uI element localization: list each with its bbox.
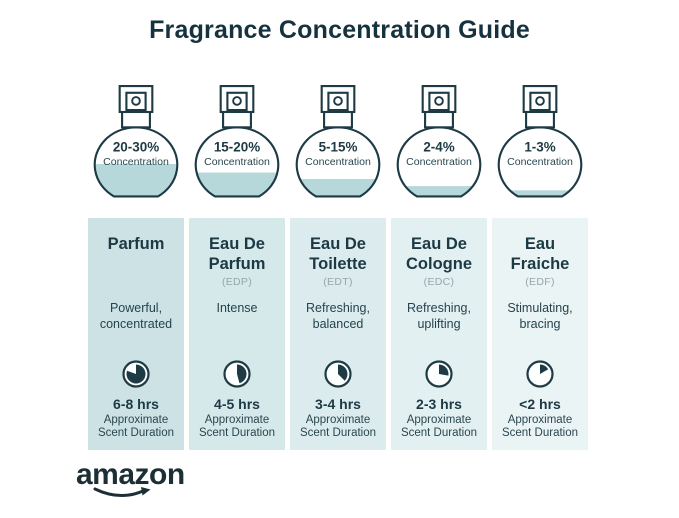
concentration-range: 2-4%	[423, 139, 454, 154]
column-parfum: 20-30% Concentration Parfum Powerful, co…	[88, 84, 184, 450]
amazon-smile-icon	[93, 487, 151, 497]
fragrance-description: Intense	[216, 301, 258, 315]
concentration-range: 15-20%	[214, 139, 260, 154]
concentration-label: Concentration	[204, 156, 270, 168]
fragrance-abbreviation: (EDC)	[423, 276, 455, 288]
concentration-label: Concentration	[406, 156, 472, 168]
scent-duration-label: Approximate Scent Duration	[198, 414, 276, 439]
scent-duration-label: Approximate Scent Duration	[400, 414, 478, 439]
clock-icon	[122, 360, 150, 388]
clock-icon	[425, 360, 453, 388]
fragrance-name: Eau Fraiche	[510, 235, 570, 273]
info-card: Eau De Cologne (EDC) Refreshing, uplifti…	[391, 218, 487, 450]
liquid-fill	[195, 172, 279, 197]
scent-duration-label: Approximate Scent Duration	[501, 414, 579, 439]
concentration-label: Concentration	[305, 156, 371, 168]
fragrance-description: Refreshing, balanced	[306, 301, 370, 331]
perfume-bottle-icon: 5-15% Concentration	[295, 85, 381, 198]
fragrance-name: Eau De Toilette	[309, 235, 367, 273]
scent-duration-value: 2-3 hrs	[416, 396, 462, 412]
scent-duration-value: 6-8 hrs	[113, 396, 159, 412]
liquid-fill	[94, 164, 178, 197]
concentration-range: 20-30%	[113, 139, 159, 154]
info-card: Eau De Parfum (EDP) Intense 4-5 hrs Appr…	[189, 218, 285, 450]
fragrance-description: Stimulating, bracing	[507, 301, 573, 331]
clock-icon	[223, 360, 251, 388]
page-title: Fragrance Concentration Guide	[149, 16, 530, 44]
scent-duration-label: Approximate Scent Duration	[299, 414, 377, 439]
fragrance-guide: 20-30% Concentration Parfum Powerful, co…	[88, 84, 591, 450]
fragrance-abbreviation: (EDP)	[221, 276, 253, 288]
liquid-fill	[498, 190, 582, 197]
fragrance-abbreviation: (EDT)	[323, 276, 353, 288]
perfume-bottle-icon: 20-30% Concentration	[93, 85, 179, 198]
info-card: Parfum Powerful, concentrated 6-8 hrs Ap…	[88, 218, 184, 450]
column-eau-de-toilette: 5-15% Concentration Eau De Toilette (EDT…	[290, 84, 386, 450]
concentration-label: Concentration	[507, 156, 573, 168]
scent-duration-value: 3-4 hrs	[315, 396, 361, 412]
fragrance-name: Eau De Parfum	[208, 235, 266, 273]
concentration-range: 5-15%	[319, 139, 358, 154]
scent-duration-value: <2 hrs	[519, 396, 561, 412]
scent-duration-label: Approximate Scent Duration	[97, 414, 175, 439]
fragrance-description: Refreshing, uplifting	[407, 301, 471, 331]
perfume-bottle-icon: 15-20% Concentration	[194, 85, 280, 198]
info-card: Eau De Toilette (EDT) Refreshing, balanc…	[290, 218, 386, 450]
clock-icon	[526, 360, 554, 388]
column-eau-de-parfum: 15-20% Concentration Eau De Parfum (EDP)…	[189, 84, 285, 450]
column-eau-fraiche: 1-3% Concentration Eau Fraiche (EDF) Sti…	[492, 84, 588, 450]
perfume-bottle-icon: 1-3% Concentration	[497, 85, 583, 198]
perfume-bottle-icon: 2-4% Concentration	[396, 85, 482, 198]
liquid-fill	[296, 178, 380, 197]
column-eau-de-cologne: 2-4% Concentration Eau De Cologne (EDC) …	[391, 84, 487, 450]
fragrance-name: Eau De Cologne	[406, 235, 472, 273]
scent-duration-value: 4-5 hrs	[214, 396, 260, 412]
concentration-range: 1-3%	[524, 139, 555, 154]
liquid-fill	[397, 186, 481, 197]
fragrance-abbreviation: (EDF)	[525, 276, 555, 288]
fragrance-abbreviation	[92, 276, 180, 292]
amazon-logo-text: amazon	[76, 458, 185, 491]
fragrance-name: Parfum	[107, 235, 165, 253]
concentration-label: Concentration	[103, 156, 169, 168]
amazon-logo: amazon	[76, 459, 196, 505]
info-card: Eau Fraiche (EDF) Stimulating, bracing <…	[492, 218, 588, 450]
clock-icon	[324, 360, 352, 388]
fragrance-description: Powerful, concentrated	[99, 301, 173, 331]
